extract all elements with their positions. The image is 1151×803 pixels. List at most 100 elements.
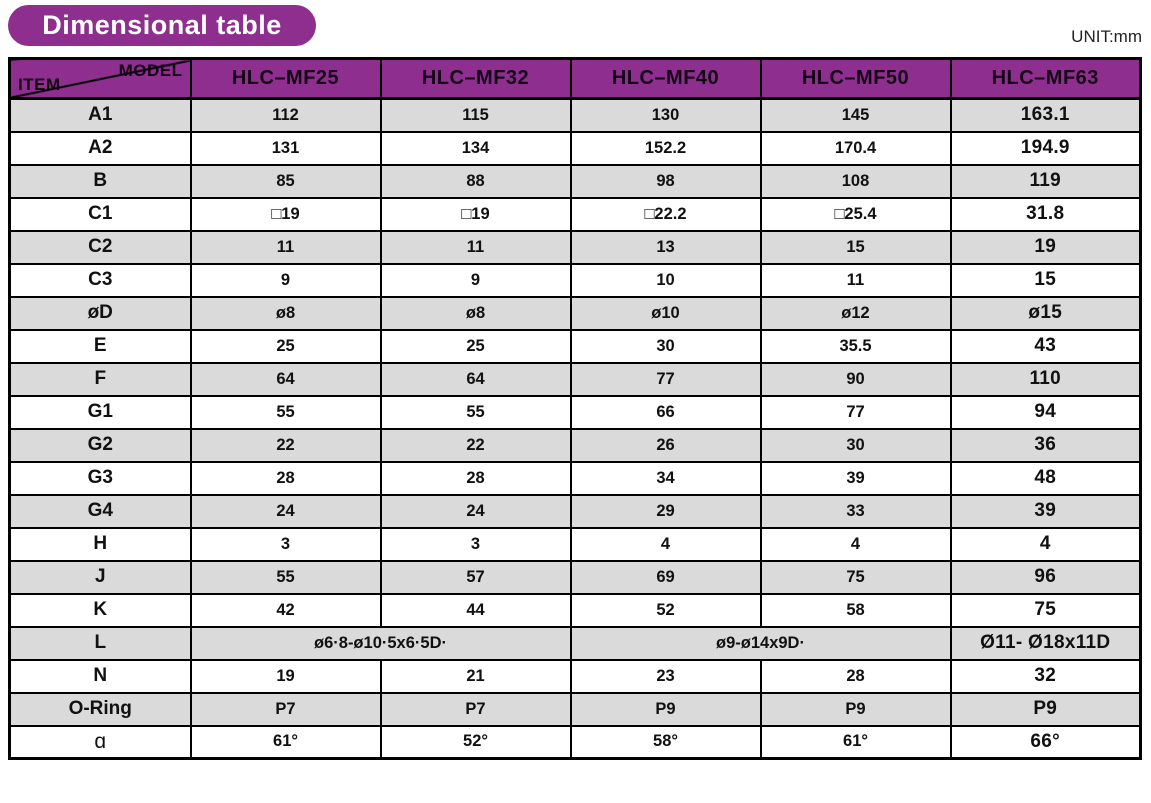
- corner-model-label: MODEL: [118, 61, 183, 80]
- row-label: C1: [8, 196, 192, 232]
- value-cell: Ø11- Ø18x11D: [949, 625, 1142, 661]
- value-cell: 11: [379, 229, 572, 265]
- row-label: C2: [8, 229, 192, 265]
- value-cell: 4: [949, 526, 1142, 562]
- value-cell: 119: [949, 163, 1142, 199]
- unit-label: UNIT:mm: [1071, 27, 1142, 46]
- value-cell: 15: [759, 229, 952, 265]
- value-cell: 108: [759, 163, 952, 199]
- value-cell: 163.1: [949, 97, 1142, 133]
- value-cell: 29: [569, 493, 762, 529]
- value-cell: 4: [569, 526, 762, 562]
- value-cell: 64: [189, 361, 382, 397]
- dimensional-table: MODEL ITEM HLC–MF25 HLC–MF32 HLC–MF40 HLC–M…: [8, 57, 1142, 760]
- value-cell: 25: [379, 328, 572, 364]
- value-cell: 115: [379, 97, 572, 133]
- value-cell: 33: [759, 493, 952, 529]
- column-header: HLC–MF40: [569, 57, 762, 100]
- value-cell: 25: [189, 328, 382, 364]
- table-row: G3 28 28 34 39 48: [8, 460, 1142, 496]
- value-cell: 22: [379, 427, 572, 463]
- value-cell: 58°: [569, 724, 762, 760]
- table-row: A2 131 134 152.2 170.4 194.9: [8, 130, 1142, 166]
- value-cell: 152.2: [569, 130, 762, 166]
- value-cell: 32: [949, 658, 1142, 694]
- value-cell: 23: [569, 658, 762, 694]
- value-cell: ø10: [569, 295, 762, 331]
- value-cell: 61°: [189, 724, 382, 760]
- value-cell: 9: [189, 262, 382, 298]
- value-cell: 57: [379, 559, 572, 595]
- value-cell: 77: [569, 361, 762, 397]
- value-cell: 66°: [949, 724, 1142, 760]
- value-cell: 134: [379, 130, 572, 166]
- value-cell: 26: [569, 427, 762, 463]
- table-row: J 55 57 69 75 96: [8, 559, 1142, 595]
- value-cell: 39: [759, 460, 952, 496]
- value-cell: 52: [569, 592, 762, 628]
- value-cell: 96: [949, 559, 1142, 595]
- value-cell: 48: [949, 460, 1142, 496]
- page-title: Dimensional table: [8, 5, 316, 46]
- value-cell: ø12: [759, 295, 952, 331]
- value-cell: P9: [949, 691, 1142, 727]
- value-cell: □19: [189, 196, 382, 232]
- value-cell: 15: [949, 262, 1142, 298]
- value-cell: □25.4: [759, 196, 952, 232]
- value-cell: 131: [189, 130, 382, 166]
- value-cell: 39: [949, 493, 1142, 529]
- value-cell: 69: [569, 559, 762, 595]
- corner-cell: MODEL ITEM: [8, 57, 192, 100]
- table-row: øD ø8 ø8 ø10 ø12 ø15: [8, 295, 1142, 331]
- value-cell: 55: [379, 394, 572, 430]
- value-cell: 112: [189, 97, 382, 133]
- value-cell: 9: [379, 262, 572, 298]
- row-label: G3: [8, 460, 192, 496]
- table-row: N 19 21 23 28 32: [8, 658, 1142, 694]
- page-title-text: Dimensional table: [42, 10, 282, 40]
- value-cell: 24: [379, 493, 572, 529]
- value-cell: 30: [569, 328, 762, 364]
- row-label: H: [8, 526, 192, 562]
- value-cell: 28: [379, 460, 572, 496]
- value-cell: P9: [569, 691, 762, 727]
- value-cell: 28: [189, 460, 382, 496]
- value-cell: 64: [379, 361, 572, 397]
- value-cell: ø8: [189, 295, 382, 331]
- value-cell: 36: [949, 427, 1142, 463]
- column-header: HLC–MF63: [949, 57, 1142, 100]
- value-cell: P7: [379, 691, 572, 727]
- row-label: E: [8, 328, 192, 364]
- row-label: F: [8, 361, 192, 397]
- value-cell: ø6·8-ø10·5x6·5D·: [189, 625, 572, 661]
- value-cell: 24: [189, 493, 382, 529]
- table-row: F 64 64 77 90 110: [8, 361, 1142, 397]
- value-cell: 94: [949, 394, 1142, 430]
- table-row: C2 11 11 13 15 19: [8, 229, 1142, 265]
- value-cell: P7: [189, 691, 382, 727]
- value-cell: 30: [759, 427, 952, 463]
- table-row: B 85 88 98 108 119: [8, 163, 1142, 199]
- row-label: A2: [8, 130, 192, 166]
- value-cell: 44: [379, 592, 572, 628]
- row-label: ɑ: [8, 724, 192, 760]
- value-cell: 170.4: [759, 130, 952, 166]
- value-cell: 11: [759, 262, 952, 298]
- header-row: MODEL ITEM HLC–MF25 HLC–MF32 HLC–MF40 HLC–M…: [8, 57, 1142, 100]
- value-cell: 19: [949, 229, 1142, 265]
- value-cell: 52°: [379, 724, 572, 760]
- table-row: K 42 44 52 58 75: [8, 592, 1142, 628]
- table-header: MODEL ITEM HLC–MF25 HLC–MF32 HLC–MF40 HLC–M…: [8, 57, 1142, 100]
- value-cell: 3: [189, 526, 382, 562]
- table-row: G1 55 55 66 77 94: [8, 394, 1142, 430]
- value-cell: ø15: [949, 295, 1142, 331]
- table-row: C3 9 9 10 11 15: [8, 262, 1142, 298]
- corner-item-label: ITEM: [18, 75, 61, 94]
- value-cell: 110: [949, 361, 1142, 397]
- value-cell: 34: [569, 460, 762, 496]
- row-label: N: [8, 658, 192, 694]
- value-cell: 22: [189, 427, 382, 463]
- value-cell: 130: [569, 97, 762, 133]
